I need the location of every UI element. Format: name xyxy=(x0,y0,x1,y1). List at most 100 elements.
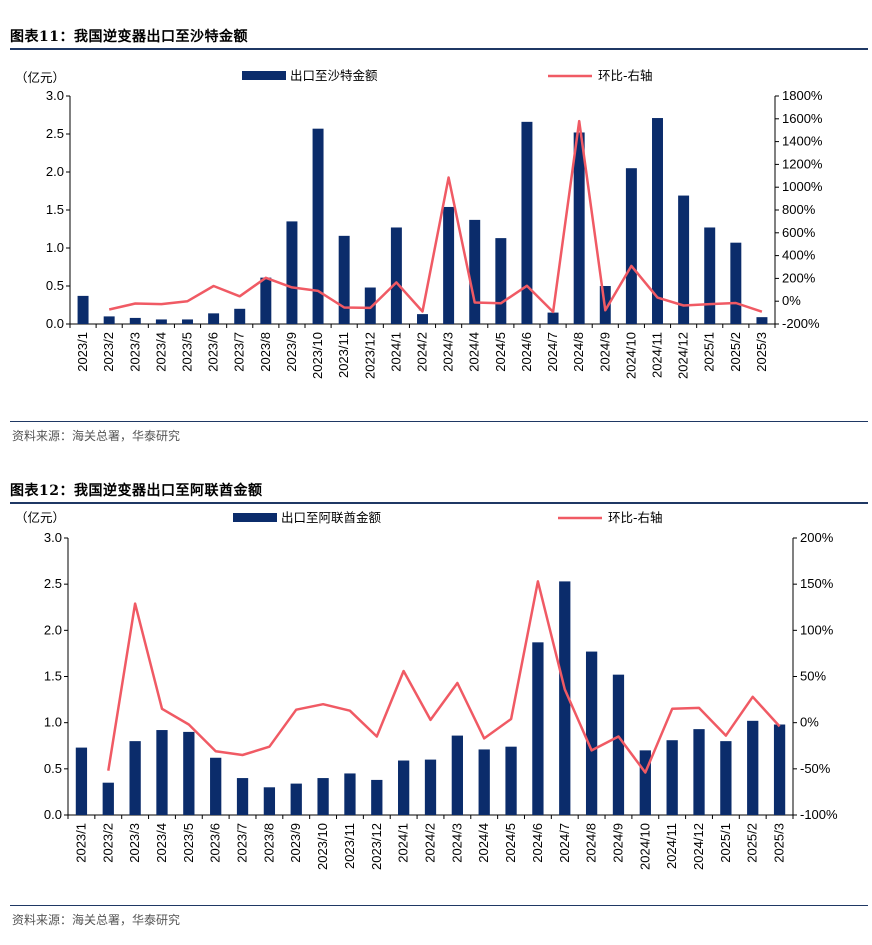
y-tick-label-right: -200% xyxy=(782,316,820,331)
x-tick-label: 2023/3 xyxy=(127,332,142,372)
bar xyxy=(756,317,768,324)
chart-uae: 0.0 0.5 1.0 1.5 2.0 2.5 3.0 -100% -50% 0% 50% 100% 1… xyxy=(15,510,838,870)
bar xyxy=(312,128,324,324)
y-tick-label-left: 2.5 xyxy=(46,126,64,141)
bar xyxy=(625,168,637,324)
bar xyxy=(102,782,114,815)
bar xyxy=(129,317,141,324)
y-tick-label-right: 1000% xyxy=(782,179,823,194)
bar xyxy=(182,319,193,324)
title-rule xyxy=(10,502,868,504)
y-tick-label-right: 0% xyxy=(800,715,819,730)
x-tick-label: 2024/7 xyxy=(545,332,560,372)
bar xyxy=(424,759,437,815)
x-tick-label: 2024/3 xyxy=(441,332,456,372)
y-tick-label-right: 1800% xyxy=(782,88,823,103)
legend-line-label: 环比-右轴 xyxy=(608,510,663,525)
bar xyxy=(103,316,115,324)
bar xyxy=(208,313,220,324)
y-tick-label-left: 1.5 xyxy=(44,669,62,684)
x-tick-label: 2023/5 xyxy=(180,332,195,372)
bar xyxy=(573,132,585,324)
bar xyxy=(156,730,168,815)
x-tick-label: 2023/4 xyxy=(153,332,168,372)
y-tick-label-right: 200% xyxy=(782,270,816,285)
bar xyxy=(236,778,249,815)
x-tick-label: 2024/6 xyxy=(519,332,534,372)
y-tick-label-right: -50% xyxy=(800,761,831,776)
legend-bar-swatch xyxy=(242,71,286,80)
y-tick-label-left: 3.0 xyxy=(46,88,64,103)
x-tick-label: 2023/8 xyxy=(258,332,273,372)
bar xyxy=(344,773,356,815)
y-tick-label-right: -100% xyxy=(800,807,838,822)
bar xyxy=(155,319,167,324)
bar xyxy=(469,219,481,324)
bar xyxy=(678,195,690,324)
bar xyxy=(747,720,759,815)
line-series xyxy=(107,580,781,774)
bar xyxy=(495,238,507,324)
bar xyxy=(443,206,455,324)
source-note: 资料来源：海关总署，华泰研究 xyxy=(12,913,181,927)
bar xyxy=(652,118,663,324)
x-tick-label: 2024/7 xyxy=(557,823,572,863)
figure-title: 图表11：我国逆变器出口至沙特金额 xyxy=(10,29,248,45)
x-tick-label: 2023/3 xyxy=(127,823,142,863)
x-tick-label: 2023/5 xyxy=(181,823,196,863)
bar xyxy=(451,735,463,815)
x-tick-label: 2024/4 xyxy=(467,332,482,372)
y-tick-label-right: 100% xyxy=(800,622,834,637)
x-tick-label: 2023/9 xyxy=(288,823,303,863)
y-tick-label-right: 150% xyxy=(800,576,834,591)
y-tick-label-left: 1.0 xyxy=(44,715,62,730)
legend-bar-label: 出口至沙特金额 xyxy=(290,68,378,83)
y-tick-label-right: 0% xyxy=(782,293,801,308)
source-rule xyxy=(10,905,868,906)
bar xyxy=(720,741,732,815)
x-tick-label: 2023/10 xyxy=(310,332,325,379)
x-tick-label: 2023/9 xyxy=(284,332,299,372)
bar xyxy=(398,760,410,815)
y-tick-label-left: 1.0 xyxy=(46,240,64,255)
bar xyxy=(129,741,141,815)
x-tick-label: 2023/12 xyxy=(369,823,384,870)
x-tick-label: 2023/6 xyxy=(206,332,221,372)
x-tick-label: 2023/12 xyxy=(362,332,377,379)
y-tick-label-right: 1600% xyxy=(782,111,823,126)
x-tick-label: 2024/5 xyxy=(503,823,518,863)
bar xyxy=(773,724,786,815)
x-tick-label: 2024/8 xyxy=(571,332,586,372)
bar xyxy=(234,308,246,324)
x-tick-label: 2024/4 xyxy=(476,823,491,863)
x-tick-label: 2025/2 xyxy=(745,823,760,863)
x-tick-label: 2024/9 xyxy=(597,332,612,372)
y-tick-label-right: 600% xyxy=(782,225,816,240)
title-rule xyxy=(10,48,868,50)
bar xyxy=(338,235,350,324)
line-series xyxy=(108,119,763,314)
y-tick-label-right: 800% xyxy=(782,202,816,217)
x-tick-label: 2024/11 xyxy=(664,823,679,869)
bar xyxy=(547,312,559,324)
y-tick-label-right: 200% xyxy=(800,530,834,545)
y-tick-label-left: 2.0 xyxy=(44,622,62,637)
x-tick-label: 2024/9 xyxy=(610,823,625,863)
bar xyxy=(639,750,651,815)
bar xyxy=(559,581,571,815)
y-tick-label-left: 0.0 xyxy=(46,316,64,331)
bar xyxy=(505,746,517,815)
bar xyxy=(364,287,376,324)
legend-line-label: 环比-右轴 xyxy=(598,68,653,83)
bar xyxy=(290,783,302,815)
x-tick-label: 2023/7 xyxy=(232,332,247,372)
bar xyxy=(77,295,89,324)
x-tick-label: 2023/4 xyxy=(154,823,169,863)
chart-saudi: 0.0 0.5 1.0 1.5 2.0 2.5 3.0 -200% 0% 200% 400% 600%… xyxy=(15,68,823,379)
x-tick-label: 2025/1 xyxy=(702,332,717,372)
y-tick-label-left: 2.5 xyxy=(44,576,62,591)
x-tick-label: 2023/8 xyxy=(261,823,276,863)
bar xyxy=(532,642,544,815)
bar xyxy=(693,729,705,815)
x-tick-label: 2024/1 xyxy=(396,823,411,863)
